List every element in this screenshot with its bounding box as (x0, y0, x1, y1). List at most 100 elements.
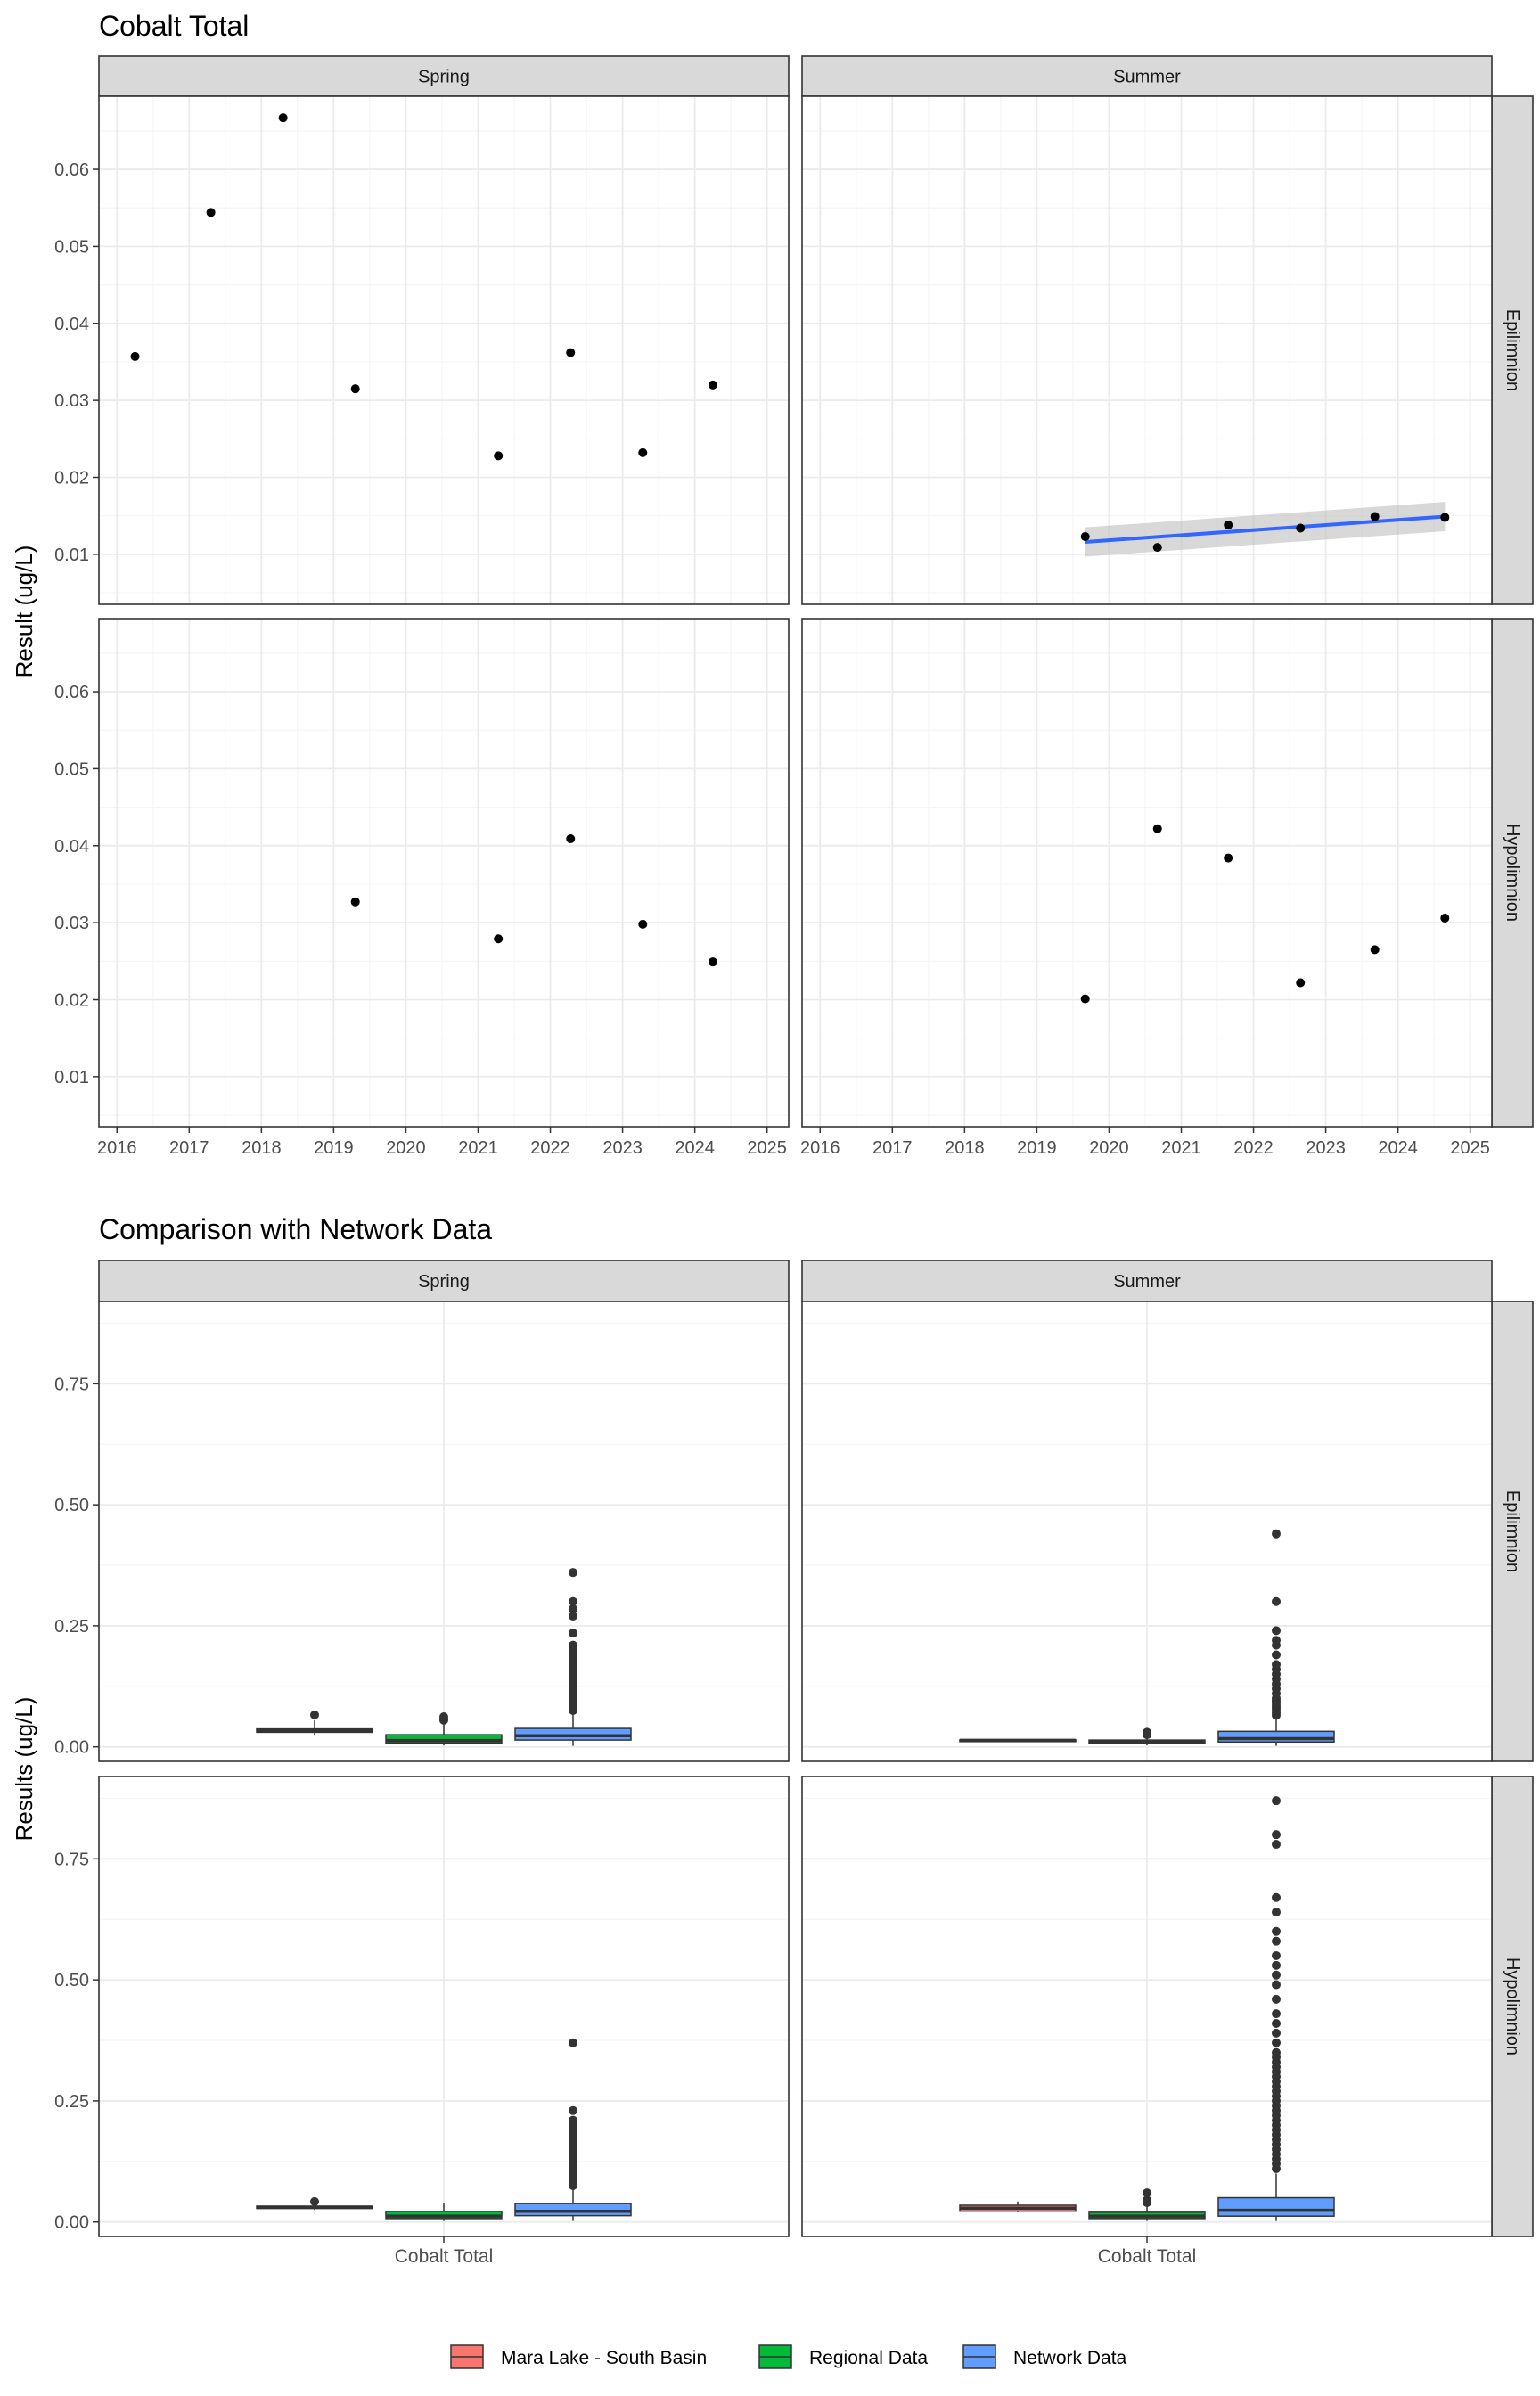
chart2-panel-spring-epilimnion-border (98, 1301, 790, 1762)
chart1-y-tick-label: 0.06 (54, 160, 89, 180)
chart2-panel-summer-hypolimnion-outlier-network-data (1272, 1796, 1281, 1806)
chart2-panel-summer-epilimnion-outlier-network-data (1272, 1626, 1281, 1636)
chart1-panel-spring-epilimnion-data-point (278, 113, 288, 123)
chart1-x-tick-label: 2017 (872, 1138, 913, 1158)
chart1-x-tick-label: 2023 (1306, 1138, 1346, 1158)
chart2-panel-summer-hypolimnion-outlier-network-data (1272, 1830, 1281, 1840)
chart1-x-tick-label: 2023 (602, 1138, 643, 1158)
chart1-panel-spring-epilimnion-data-point (130, 351, 140, 361)
chart1-panel-spring-epilimnion-data-point (206, 208, 216, 217)
chart2-facet-spring-strip-label: Spring (418, 1272, 470, 1292)
chart2-panel-summer-hypolimnion-outlier-network-data (1272, 1926, 1281, 1936)
chart1-panel-summer-epilimnion-data-point (1370, 512, 1380, 521)
chart1-panel-summer-hypolimnion-data-point (1440, 913, 1450, 923)
chart1-panel-summer-epilimnion-data-point (1152, 543, 1162, 553)
chart2-panel-summer-epilimnion-outlier-network-data (1272, 1650, 1281, 1660)
chart2-panel-summer-epilimnion-outlier-regional-data (1143, 1727, 1151, 1737)
chart1-y-tick-label: 0.02 (54, 991, 89, 1011)
chart2-panel-spring-hypolimnion-outlier-network-data (569, 2105, 578, 2115)
chart1-panel-spring-epilimnion-data-point (708, 380, 717, 390)
chart1-x-tick-label: 2022 (1233, 1138, 1274, 1158)
chart2-panel-summer-hypolimnion-outlier-network-data (1272, 1994, 1281, 2004)
chart2-facet-summer-strip (801, 1260, 1493, 1302)
chart2-panel-spring-epilimnion-outlier-network-data (569, 1640, 578, 1650)
chart2-facet-hypolimnion-strip (1491, 1776, 1534, 2237)
chart1-panel-summer-hypolimnion-data-point (1224, 853, 1233, 863)
chart1-x-tick-label: 2018 (945, 1138, 985, 1158)
chart2-panel-spring-epilimnion-outlier-network-data (569, 1596, 578, 1606)
chart1-x-tick-label: 2020 (1089, 1138, 1129, 1158)
legend-label-regional-data: Regional Data (809, 2348, 928, 2368)
chart2-panel-summer-hypolimnion-outlier-network-data (1272, 2019, 1281, 2029)
chart1-y-axis-label: Result (ug/L) (11, 546, 37, 678)
chart2-panel-spring-epilimnion-outlier-network-data (569, 1629, 578, 1638)
chart1-title: Cobalt Total (99, 10, 249, 42)
chart2-y-tick-label: 0.50 (54, 1496, 89, 1515)
chart1-y-tick-label: 0.02 (54, 469, 89, 488)
chart2-panel-spring-epilimnion-outlier-network-data (569, 1568, 578, 1578)
chart2-panel-summer-epilimnion-border (801, 1301, 1493, 1762)
chart1-y-tick-label: 0.03 (54, 914, 89, 933)
chart2-panel-summer-hypolimnion-outlier-network-data (1272, 2028, 1281, 2038)
chart2-panel-spring-hypolimnion-outlier-network-data (569, 2115, 578, 2125)
chart2-panel-spring-hypolimnion-box-network-data (514, 2203, 632, 2217)
chart1-panel-spring-epilimnion-border (98, 95, 790, 605)
chart2-panel-summer-epilimnion-outlier-network-data (1272, 1636, 1281, 1645)
chart1-panel-spring-epilimnion-background (99, 96, 789, 604)
chart1-x-tick-label: 2024 (675, 1138, 715, 1158)
chart1-panel-spring-epilimnion-data-point (494, 451, 504, 461)
chart2-facet-summer-strip-label: Summer (1113, 1272, 1181, 1292)
chart1-panel-spring-epilimnion-data-point (638, 447, 648, 457)
chart2-y-tick-label: 0.00 (54, 2213, 89, 2233)
chart1-facet-summer-strip-label: Summer (1113, 68, 1181, 87)
chart1-panel-summer-hypolimnion-border (801, 618, 1493, 1128)
chart2-panel-summer-hypolimnion-outlier-network-data (1272, 2009, 1281, 2019)
chart2-facet-epilimnion-strip-label: Epilimnion (1503, 1490, 1522, 1572)
chart2-panel-summer-hypolimnion-box-network-data (1217, 2196, 1335, 2217)
chart2-y-tick-label: 0.75 (54, 1374, 89, 1394)
chart1-y-tick-label: 0.04 (54, 315, 89, 334)
chart2-facet-spring-strip (98, 1260, 790, 1302)
chart1-panel-summer-hypolimnion-data-point (1080, 994, 1090, 1004)
chart2-y-tick-label: 0.50 (54, 1971, 89, 1990)
chart2-panel-summer-epilimnion-box-network-data (1217, 1730, 1335, 1744)
chart2-panel-summer-epilimnion-outlier-network-data (1272, 1596, 1281, 1606)
chart1-x-tick-label: 2021 (1161, 1138, 1201, 1158)
chart1-x-tick-label: 2016 (800, 1138, 840, 1158)
chart1-panel-summer-hypolimnion-data-point (1370, 945, 1380, 955)
chart1-panel-summer-epilimnion-data-point (1296, 523, 1306, 533)
chart1-x-tick-label: 2024 (1378, 1138, 1418, 1158)
chart1-facet-spring-strip-label: Spring (418, 68, 470, 87)
chart1-facet-summer-strip (801, 55, 1493, 97)
chart2-y-tick-label: 0.00 (54, 1738, 89, 1758)
chart1-y-tick-label: 0.06 (54, 683, 89, 702)
chart2-y-tick-label: 0.75 (54, 1850, 89, 1869)
chart2-x-tick-label: Cobalt Total (395, 2246, 494, 2267)
legend-label-network-data: Network Data (1013, 2348, 1127, 2368)
chart1-x-tick-label: 2021 (458, 1138, 498, 1158)
chart2-panel-spring-epilimnion-outlier-regional-data (439, 1712, 448, 1722)
chart1-facet-spring-strip (98, 55, 790, 97)
chart2-panel-summer-epilimnion-outlier-network-data (1272, 1660, 1281, 1670)
chart2-panel-summer-hypolimnion-outlier-regional-data (1143, 2188, 1151, 2198)
chart2-panel-spring-hypolimnion-outlier-mara-lake-south-basin (310, 2196, 319, 2206)
chart1-panel-summer-epilimnion-border (801, 95, 1493, 605)
chart2-panel-summer-hypolimnion-outlier-network-data (1272, 1892, 1281, 1902)
chart2-panel-summer-hypolimnion-outlier-network-data (1272, 1960, 1281, 1970)
chart2-panel-spring-epilimnion-outlier-mara-lake-south-basin (310, 1710, 319, 1719)
chart2-panel-summer-hypolimnion-outlier-network-data (1272, 1970, 1281, 1980)
chart2-panel-summer-hypolimnion-outlier-network-data (1272, 1908, 1281, 1917)
chart1-x-tick-label: 2017 (169, 1138, 209, 1158)
chart2-panel-spring-hypolimnion-outlier-network-data (569, 2038, 578, 2047)
chart2-panel-summer-hypolimnion-outlier-network-data (1272, 1840, 1281, 1850)
chart2-title: Comparison with Network Data (99, 1213, 492, 1245)
chart1-panel-summer-hypolimnion-background (802, 619, 1492, 1127)
chart2-x-tick-label: Cobalt Total (1098, 2246, 1197, 2267)
chart1-x-tick-label: 2019 (1017, 1138, 1057, 1158)
chart2-panel-summer-hypolimnion-outlier-regional-data (1143, 2195, 1151, 2205)
chart2-y-axis-label: Results (ug/L) (11, 1697, 37, 1842)
chart1-y-tick-label: 0.04 (54, 837, 89, 857)
chart1-panel-summer-hypolimnion-data-point (1152, 824, 1162, 833)
chart2-panel-spring-epilimnion-outlier-network-data (569, 1604, 578, 1613)
